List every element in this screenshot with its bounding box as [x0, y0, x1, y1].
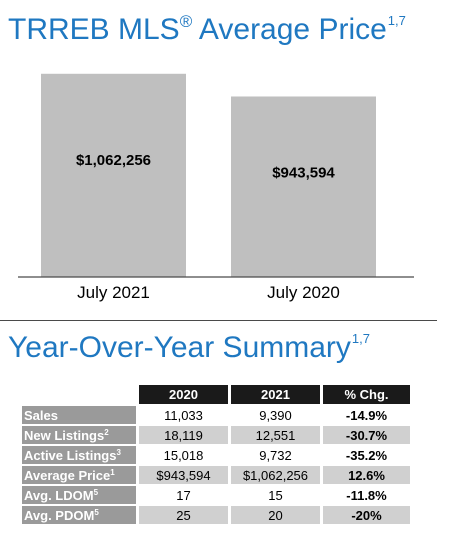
cell-avg-pdom-2021: 20: [231, 506, 320, 524]
summary-title-text: Year-Over-Year Summary: [8, 331, 351, 364]
cell-avg-pdom-change: -20%: [323, 506, 410, 524]
row-label-sales: Sales: [22, 406, 136, 424]
cell-active-listings-2021: 9,732: [259, 447, 292, 463]
table-row-new-listings: New Listings2 18,119 12,551 -30.7%: [22, 426, 410, 444]
table-corner-cell: [22, 385, 136, 404]
table-header-row: 2020 2021 % Chg.: [22, 385, 410, 404]
price-title-footnote: 1,7: [387, 13, 406, 28]
year-over-year-summary-table: 2020 2021 % Chg. Sales 11,033 9,390 -14.…: [19, 383, 413, 526]
bar-value-label-1: $943,594: [272, 165, 335, 182]
price-chart-title: TRREB MLS® Average Price1,7: [8, 12, 406, 46]
cell-active-listings-2020: 15,018: [163, 447, 204, 463]
row-label-avg-pdom: Avg. PDOM5: [22, 506, 136, 524]
column-header-2020: 2020: [139, 385, 228, 404]
price-title-rest: Average Price: [192, 13, 387, 46]
price-title-text: TRREB MLS: [8, 13, 180, 46]
row-label-active-listings: Active Listings3: [22, 446, 136, 464]
cell-avg-ldom-2021: 15: [268, 487, 283, 503]
cell-avg-ldom-2020: 17: [176, 487, 191, 503]
cell-average-price-2020: $943,594: [139, 466, 228, 484]
row-label-new-listings: New Listings2: [22, 426, 136, 444]
registered-mark: ®: [179, 12, 193, 31]
watermark-text: 51 yi mi in DLY: [262, 533, 369, 550]
table-row-average-price: Average Price1 $943,594 $1,062,256 12.6%: [22, 466, 410, 484]
x-tick-label-1: July 2020: [267, 283, 340, 302]
bar-0: [41, 73, 186, 277]
summary-title: Year-Over-Year Summary1,7: [8, 331, 370, 364]
row-label-average-price: Average Price1: [22, 466, 136, 484]
table-row-avg-ldom: Avg. LDOM5 17 15 -11.8%: [22, 486, 410, 504]
section-divider: [0, 320, 437, 321]
cell-avg-ldom-change: -11.8%: [346, 487, 387, 503]
cell-sales-2020: 11,033: [164, 407, 203, 423]
bar-1: [231, 96, 376, 278]
row-label-avg-ldom: Avg. LDOM5: [22, 486, 136, 504]
bar-value-label-0: $1,062,256: [76, 152, 151, 169]
column-header-pct-change: % Chg.: [323, 385, 410, 404]
cell-avg-pdom-2020: 25: [139, 506, 228, 524]
column-header-2021: 2021: [231, 385, 320, 404]
cell-sales-change: -14.9%: [345, 407, 388, 423]
cell-average-price-2021: $1,062,256: [231, 466, 320, 484]
table-row-avg-pdom: Avg. PDOM5 25 20 -20%: [22, 506, 410, 524]
summary-title-footnote: 1,7: [351, 331, 370, 346]
cell-active-listings-change: -35.2%: [345, 447, 388, 463]
cell-new-listings-2021: 12,551: [231, 426, 320, 444]
average-price-bar-chart: $1,062,256 July 2021 $943,594 July 2020: [18, 73, 414, 302]
cell-average-price-change: 12.6%: [323, 466, 410, 484]
cell-new-listings-2020: 18,119: [139, 426, 228, 444]
table-row-active-listings: Active Listings3 15,018 9,732 -35.2%: [22, 446, 410, 464]
cell-sales-2021: 9,390: [259, 407, 292, 423]
cell-new-listings-change: -30.7%: [323, 426, 410, 444]
x-tick-label-0: July 2021: [77, 283, 150, 302]
table-row-sales: Sales 11,033 9,390 -14.9%: [22, 406, 410, 424]
